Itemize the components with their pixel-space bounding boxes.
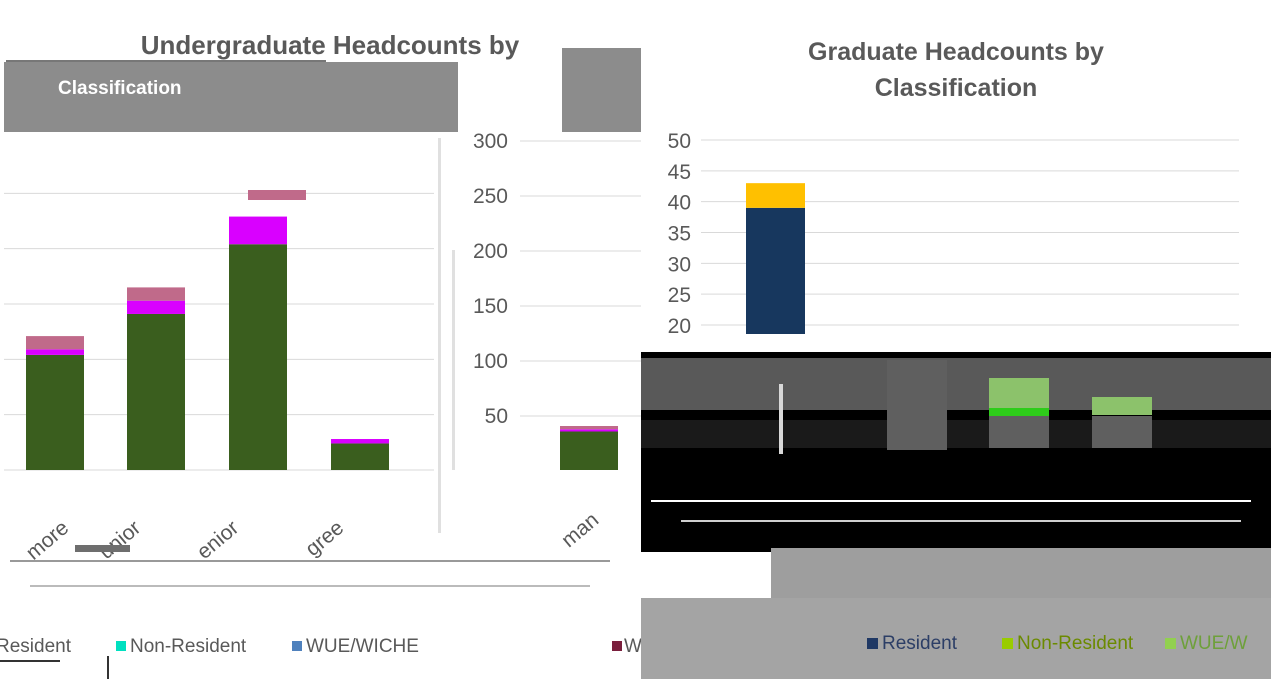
legend-wue-label: WUE/WICHE (306, 636, 419, 657)
y-tick-label: 50 (485, 405, 508, 428)
glitch-block-header (4, 62, 458, 132)
legend-non-resident-swatch (1002, 638, 1013, 649)
x-tick-label: gree (301, 516, 348, 561)
vertical-divider-2 (452, 250, 455, 470)
y-tick-label: 50 (668, 130, 691, 153)
undergrad2-y-tick-labels: 50 100 150 200 250 300 (473, 130, 508, 428)
bar-sophomore-wue-wiche (26, 336, 84, 350)
bar-degree-resident (331, 443, 389, 470)
undergrad-chart-svg: man more unior enior gree 50 100 150 200 250 300 (4, 130, 641, 565)
y-tick-label: 250 (473, 185, 508, 208)
legend-resident-swatch (867, 638, 878, 649)
legend-non-resident-label: Non-Resident (130, 636, 247, 657)
bar-freshman-wue-wiche (560, 426, 618, 430)
y-tick-label: 40 (668, 192, 691, 215)
bar-masters-resident (746, 207, 805, 334)
undergrad-title-line1: Undergraduate Headcounts by (140, 30, 520, 60)
graduate-title-line1: Graduate Headcounts by (808, 38, 1104, 66)
legend-wiche-swatch (612, 641, 622, 651)
legend-stub (107, 656, 109, 679)
x-tick-label: man (557, 508, 603, 552)
legend-wiche-label: WICHE (624, 636, 641, 657)
glitch-gray-band-2 (641, 420, 1271, 448)
graduate-y-tick-labels: 20 25 30 35 40 45 50 (668, 130, 691, 338)
undergrad-title-line2: Classification (58, 78, 182, 99)
undergrad2-gridlines (520, 140, 641, 417)
graduate-title-line2: Classification (874, 74, 1038, 102)
bar-senior-resident (229, 244, 287, 470)
bar-freshman-non-resident (560, 429, 618, 432)
undergrad-tick-labels: more unior enior gree (22, 516, 348, 564)
y-tick-label: 45 (668, 161, 691, 184)
noise-line (651, 500, 1251, 502)
legend-wue-swatch (1165, 638, 1176, 649)
x-tick-label: enior (193, 516, 244, 564)
noise-line (681, 520, 1241, 522)
y-tick-label: 100 (473, 350, 508, 373)
y-tick-label: 35 (668, 223, 691, 246)
bar-freshman-resident (560, 431, 618, 470)
legend-non-resident-swatch (116, 641, 126, 651)
glitch-gray-tile-2 (1092, 416, 1152, 448)
glitch-block-header-right (562, 48, 641, 132)
legend-resident-label: Resident (0, 636, 71, 657)
y-tick-label: 25 (668, 284, 691, 307)
y-tick-label: 300 (473, 130, 508, 153)
bar-sophomore-resident (26, 354, 84, 470)
y-tick-label: 30 (668, 253, 691, 276)
bar-sophomore-non-resident (26, 349, 84, 355)
graduate-chart-title: Graduate Headcounts by Classification (641, 34, 1271, 106)
glitch-strip (75, 545, 130, 552)
legend-underline (0, 660, 60, 662)
undergrad-chart-title: Undergraduate Headcounts by (60, 28, 600, 62)
glitch-gray-band (641, 358, 1271, 410)
graduate-chart-panel: Graduate Headcounts by Classification 20… (641, 0, 1271, 679)
bar-junior-wue-wiche (127, 287, 185, 301)
y-tick-label: 20 (668, 315, 691, 338)
undergrad2-bars: man (557, 426, 618, 552)
graduate-bars (746, 183, 805, 334)
glitch-fragment (248, 190, 306, 200)
y-tick-label: 200 (473, 240, 508, 263)
bar-degree-non-resident (331, 439, 389, 444)
undergrad-bars (26, 190, 389, 470)
vertical-divider (438, 138, 441, 533)
bar-junior-non-resident (127, 300, 185, 314)
glitch-gray-tile (989, 416, 1049, 448)
graduate-legend: Resident Non-Resident WUE/W (641, 633, 1271, 657)
glitch-column (887, 360, 947, 450)
y-tick-label: 150 (473, 295, 508, 318)
noise-line (30, 585, 590, 587)
undergraduate-chart-panel: Undergraduate Headcounts by Classificati… (0, 28, 641, 679)
legend-non-resident-label: Non-Resident (1017, 633, 1134, 654)
legend-wue-label: WUE/W (1180, 633, 1248, 654)
x-tick-label: unior (95, 516, 146, 564)
undergrad-legend: Resident Non-Resident WUE/WICHE WICHE (0, 636, 641, 660)
glitch-green-bar-2 (1092, 397, 1152, 415)
bar-senior-non-resident (229, 216, 287, 245)
graduate-chart-svg: 20 25 30 35 40 45 50 (668, 130, 1239, 338)
noise-line (6, 60, 326, 62)
glitch-green-base (989, 408, 1049, 416)
legend-wue-swatch (292, 641, 302, 651)
legend-resident-label: Resident (882, 633, 957, 654)
glitch-white-line (779, 384, 783, 454)
noise-line (10, 560, 610, 562)
x-tick-label: more (22, 516, 73, 564)
bar-junior-resident (127, 313, 185, 470)
bar-masters-wue-wiche (746, 183, 805, 208)
glitch-green-bar (989, 378, 1049, 408)
